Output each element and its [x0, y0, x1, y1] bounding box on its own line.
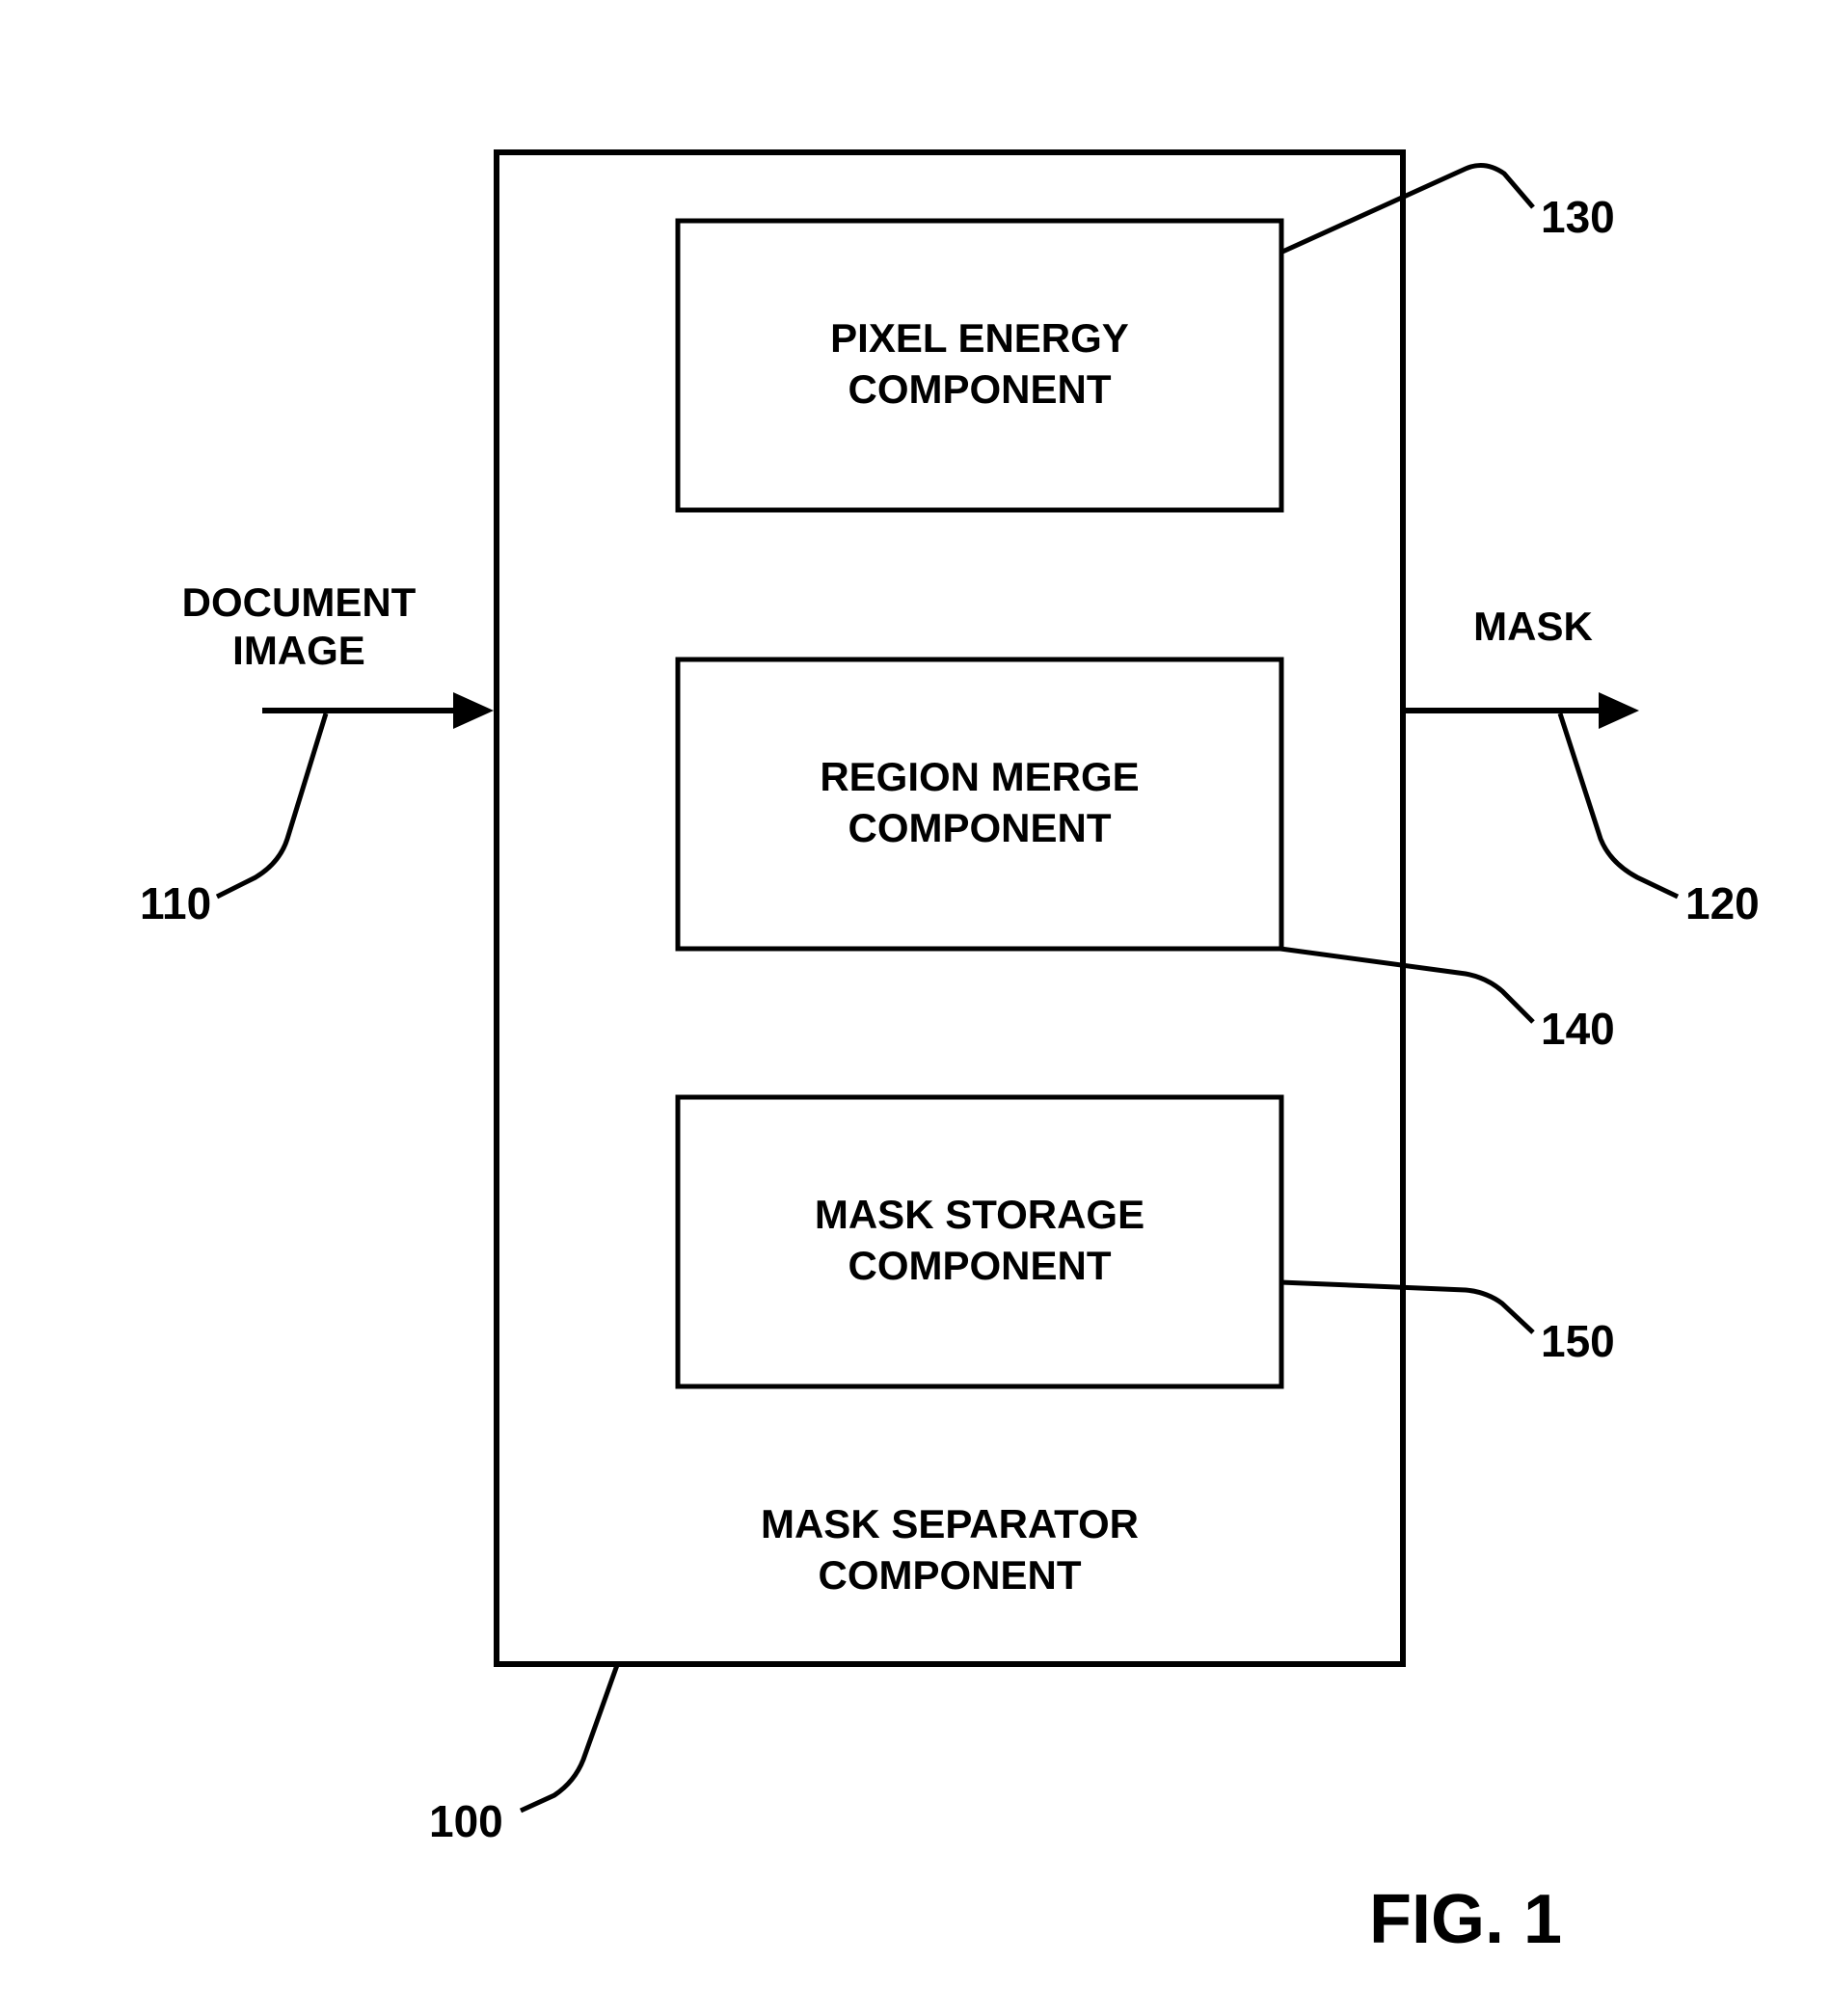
- pixel-energy-label: PIXEL ENERGY COMPONENT: [678, 313, 1281, 415]
- ref-110: 110: [140, 877, 211, 929]
- output-label: MASK: [1437, 604, 1629, 650]
- leader-140: [1280, 949, 1533, 1022]
- mask-storage-label: MASK STORAGE COMPONENT: [678, 1190, 1281, 1291]
- ref-130: 130: [1541, 191, 1615, 243]
- leader-130: [1280, 165, 1533, 253]
- outer-box-label: MASK SEPARATOR COMPONENT: [497, 1499, 1403, 1600]
- leader-100: [521, 1665, 617, 1811]
- ref-120: 120: [1685, 877, 1760, 929]
- region-merge-label: REGION MERGE COMPONENT: [678, 752, 1281, 853]
- input-label: DOCUMENT IMAGE: [145, 578, 453, 674]
- leader-120: [1560, 713, 1678, 897]
- leader-150: [1280, 1282, 1533, 1332]
- figure-label: FIG. 1: [1369, 1880, 1562, 1959]
- input-arrow: [262, 692, 494, 729]
- output-arrow: [1406, 692, 1639, 729]
- ref-140: 140: [1541, 1003, 1615, 1055]
- ref-150: 150: [1541, 1315, 1615, 1367]
- leader-110: [217, 713, 326, 897]
- ref-100: 100: [429, 1795, 503, 1847]
